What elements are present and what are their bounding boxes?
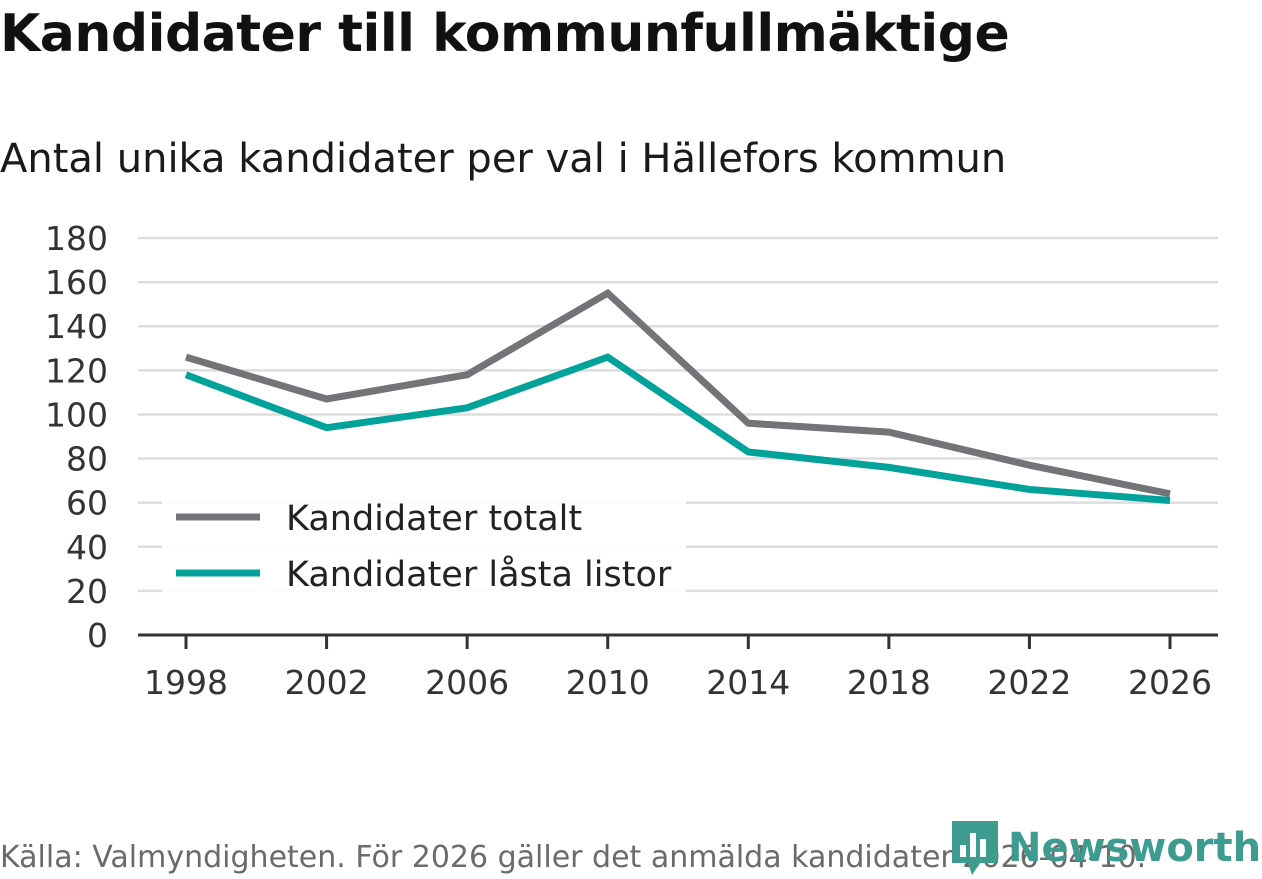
y-tick-label: 80 <box>66 440 108 479</box>
y-tick-label: 0 <box>87 616 108 655</box>
y-tick-label: 20 <box>66 572 108 611</box>
legend-label: Kandidater totalt <box>286 499 582 539</box>
y-tick-label: 180 <box>45 219 108 258</box>
y-tick-label: 160 <box>45 263 108 302</box>
x-tick-label: 2014 <box>706 663 790 702</box>
x-tick-label: 2002 <box>285 663 369 702</box>
legend-box <box>162 492 686 596</box>
legend-label: Kandidater låsta listor <box>286 554 672 595</box>
x-tick-label: 2026 <box>1128 663 1212 702</box>
chart-subtitle: Antal unika kandidater per val i Hällefo… <box>0 136 1007 182</box>
x-axis: 1998 2002 2006 2010 2014 2018 2022 2026 <box>138 633 1218 702</box>
y-tick-label: 140 <box>45 307 108 346</box>
chart-title: Kandidater till kommunfullmäktige <box>0 4 1010 64</box>
y-tick-label: 40 <box>66 528 108 567</box>
y-tick-label: 100 <box>45 395 108 434</box>
series-lines <box>184 288 1171 504</box>
x-tick-label: 2018 <box>847 663 931 702</box>
legend: Kandidater totalt Kandidater låsta listor <box>162 492 686 596</box>
brand-name: Newsworthy <box>1008 825 1262 871</box>
y-axis-ticks: 0 20 40 60 80 100 120 140 160 180 <box>45 219 108 655</box>
y-tick-label: 60 <box>66 484 108 523</box>
bar-chart-icon <box>952 821 998 875</box>
x-tick-label: 2022 <box>987 663 1071 702</box>
x-tick-label: 2010 <box>566 663 650 702</box>
series-line <box>185 288 1171 498</box>
x-tick-label: 1998 <box>144 663 228 702</box>
y-tick-label: 120 <box>45 351 108 390</box>
brand-logo[interactable]: Newsworthy <box>950 818 1262 878</box>
series-line <box>184 353 1171 504</box>
x-tick-label: 2006 <box>425 663 509 702</box>
